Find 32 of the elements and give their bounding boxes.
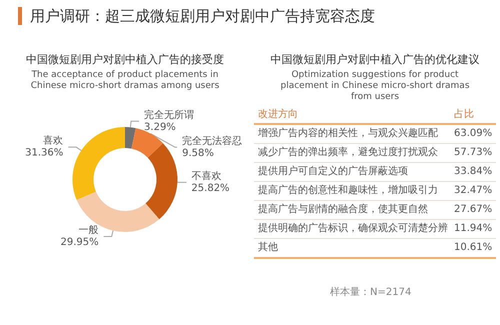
text: 用户调研：超三成微短剧用户对剧中广告持宽容态度 [30,6,375,26]
category-label: 提供用户可自定义的广告屏蔽选项 [258,166,408,178]
slice-label: 喜欢 [43,134,64,147]
category-label: 其他 [258,242,278,254]
text: 改进方向 [258,108,298,121]
category-label: 减少广告的弹出频率，避免过度打扰观众 [258,147,438,159]
text: 样本量：N=2174 [330,286,412,299]
text: 占比 [453,108,475,121]
chart-title: 中国微短剧用户对剧中植入广告的接受度 [25,52,225,67]
slice-label: 一般 [78,224,99,236]
text: Optimization suggestions for product placement in Chinese micro-short dramas from users [279,70,471,103]
text: 中国微短剧用户对剧中植入广告的优化建议 [270,52,480,67]
data-label: 3.29% [144,122,176,133]
data-label: 29.95% [60,236,99,248]
text: 27.67% [454,204,492,215]
category-label: 增强广告内容的相关性，与观众兴趣匹配 [258,128,438,140]
category-label: 提供明确的广告标识，确保观众可清楚分辨 [258,223,448,235]
slice-label: 完全无所谓 [144,108,194,121]
data-label: 31.36% [25,148,64,159]
slice-label: 完全无法容忍 [182,134,242,147]
text: 63.09% [454,128,492,139]
text: 33.84% [454,166,492,177]
text: 32.47% [454,185,492,196]
category-label: 提高广告的创意性和趣味性，增加吸引力 [258,185,438,197]
slice-label: 不喜欢 [191,170,222,182]
data-label: 9.58% [182,148,214,159]
text: 10.61% [454,242,492,253]
category-label: 提高广告与剧情的融合度，使其更自然 [258,204,428,216]
text: 57.73% [454,147,492,158]
chart-subtitle: The acceptance of product placements in Chinese micro-short dramas among users [30,70,220,92]
data-label: 25.82% [191,182,230,194]
text: 11.94% [454,223,492,234]
